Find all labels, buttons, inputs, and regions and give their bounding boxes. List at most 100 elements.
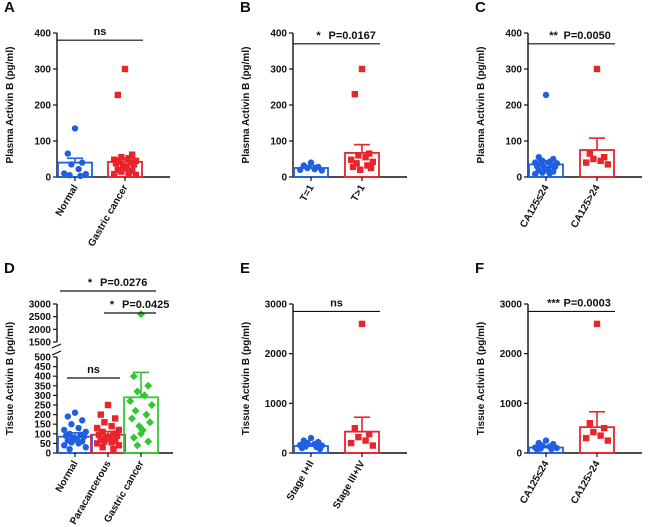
- p-value-label: P=0.0003: [564, 297, 611, 309]
- data-point: [97, 411, 104, 418]
- data-point: [94, 424, 101, 432]
- y-axis-label: Tissue Activin B (pg/ml): [476, 322, 487, 435]
- y-tick-label: 400: [34, 29, 51, 40]
- significance-stars: *: [316, 30, 321, 42]
- data-point: [64, 413, 72, 420]
- data-point: [597, 157, 604, 164]
- data-point: [108, 422, 115, 430]
- data-point: [349, 163, 357, 171]
- data-point: [131, 406, 140, 415]
- data-point: [79, 159, 86, 166]
- data-point: [140, 391, 149, 400]
- data-point: [357, 166, 364, 173]
- data-point: [369, 158, 376, 166]
- data-point: [68, 439, 75, 446]
- panel-letter-d: D: [4, 260, 15, 277]
- data-point: [114, 166, 121, 173]
- y-tick-label: 350: [34, 381, 51, 392]
- x-tick-label: Stage III+IV: [331, 459, 368, 511]
- panel-letter-c: C: [475, 0, 486, 16]
- y-tick-label: 2500: [29, 312, 52, 323]
- data-point: [362, 154, 369, 161]
- y-tick-label: 1000: [265, 399, 288, 410]
- data-point: [304, 164, 311, 172]
- data-point: [125, 170, 132, 177]
- data-point: [99, 428, 106, 436]
- x-tick-label: CA125>24: [569, 459, 603, 507]
- data-point: [101, 419, 108, 426]
- x-tick-label: T=1: [298, 183, 317, 204]
- x-tick-label: CA125>24: [569, 183, 603, 231]
- data-point: [548, 445, 555, 453]
- data-point: [121, 65, 129, 73]
- y-tick-label: 100: [505, 137, 522, 148]
- data-point: [132, 157, 139, 164]
- y-tick-label: 300: [270, 65, 287, 76]
- data-point: [367, 164, 375, 172]
- data-point: [590, 428, 597, 436]
- data-point: [132, 171, 139, 179]
- data-point: [586, 150, 593, 157]
- data-point: [66, 445, 73, 453]
- y-tick-label: 3000: [265, 300, 288, 311]
- data-point: [604, 437, 611, 444]
- data-point: [129, 433, 138, 442]
- p-value-label: P=0.0167: [329, 30, 376, 42]
- y-tick-label: 0: [516, 449, 522, 460]
- y-tick-label: 1500: [29, 338, 52, 349]
- data-point: [82, 428, 90, 436]
- data-point: [604, 161, 611, 168]
- data-point: [108, 439, 115, 446]
- data-point: [144, 381, 153, 390]
- data-point: [146, 418, 154, 427]
- data-point: [60, 442, 68, 449]
- y-axis-label: Plasma Activin B (pg/ml): [5, 47, 16, 164]
- data-point: [104, 435, 112, 442]
- p-value-label: P=0.0425: [122, 299, 169, 311]
- y-tick-label: 150: [34, 420, 51, 431]
- data-point: [539, 169, 546, 176]
- data-point: [593, 320, 601, 328]
- y-axis-label: Tissue Activin B (pg/ml): [241, 322, 252, 435]
- data-point: [298, 444, 306, 452]
- data-point: [307, 159, 315, 166]
- y-tick-label: 3000: [500, 300, 523, 311]
- data-point: [71, 125, 79, 132]
- data-point: [110, 430, 117, 437]
- y-axis-label: Plasma Activin B (pg/ml): [476, 47, 487, 164]
- data-point: [82, 170, 90, 178]
- data-point: [532, 170, 539, 178]
- data-point: [546, 170, 553, 177]
- panel-e: E 0 1000 2000 3000 Tissue Activin B (pg/ml) St…: [240, 260, 407, 511]
- y-tick-label: 3000: [29, 300, 52, 311]
- data-point: [542, 91, 550, 99]
- data-point: [118, 168, 125, 175]
- x-tick-label: Stage I+II: [285, 459, 317, 503]
- data-point: [104, 401, 112, 409]
- panel-letter-b: B: [240, 0, 251, 16]
- data-point: [583, 434, 590, 442]
- data-point: [79, 417, 86, 424]
- data-point: [142, 410, 151, 419]
- data-point: [66, 172, 73, 179]
- x-tick-label: Normal: [54, 459, 81, 495]
- data-point: [593, 65, 601, 73]
- y-tick-label: 300: [34, 65, 51, 76]
- data-point: [533, 446, 541, 453]
- x-tick-label: Normal: [54, 183, 81, 219]
- data-point: [75, 165, 82, 173]
- data-point: [133, 387, 142, 396]
- panel-letter-e: E: [240, 260, 250, 277]
- data-point: [111, 156, 118, 163]
- data-point: [127, 159, 134, 166]
- data-point: [351, 91, 358, 98]
- data-point: [601, 424, 608, 432]
- data-point: [60, 170, 68, 177]
- data-point: [311, 165, 318, 173]
- y-tick-label: 0: [281, 173, 287, 184]
- y-tick-label: 250: [34, 401, 51, 412]
- y-tick-label: 400: [505, 29, 522, 40]
- data-point: [80, 433, 88, 440]
- data-point: [111, 170, 118, 178]
- data-point: [75, 424, 82, 432]
